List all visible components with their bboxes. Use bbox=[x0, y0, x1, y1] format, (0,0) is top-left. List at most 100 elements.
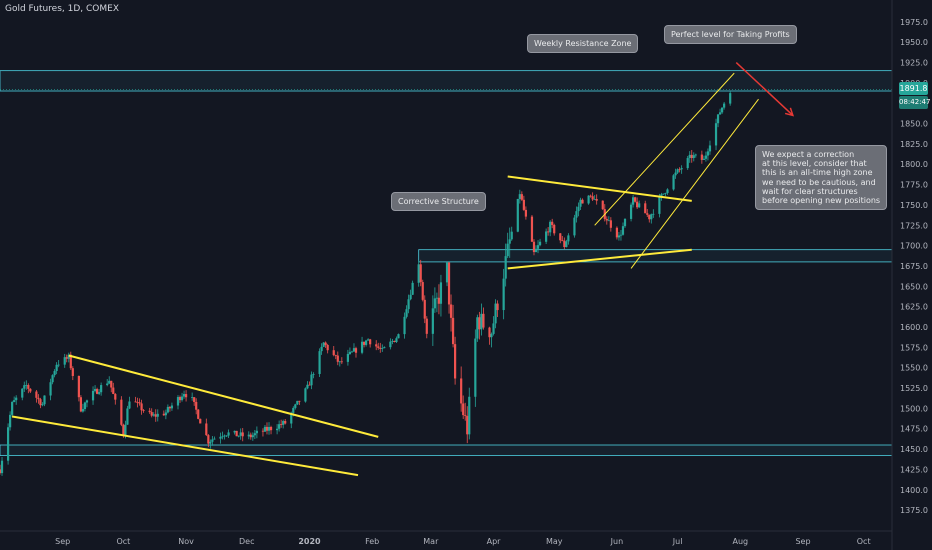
price-tick-label: 1825.0 bbox=[900, 140, 928, 149]
candle-body bbox=[623, 218, 627, 227]
time-tick-label: Sep bbox=[55, 537, 70, 546]
candle-body bbox=[478, 317, 481, 330]
candle-body bbox=[180, 396, 184, 401]
correction-note-callout[interactable]: We expect a correction at this level, co… bbox=[755, 145, 888, 211]
price-tick-label: 1975.0 bbox=[900, 18, 928, 27]
candle-body bbox=[211, 439, 214, 442]
candle-body bbox=[383, 347, 386, 349]
candle-body bbox=[112, 387, 115, 395]
candle-body bbox=[381, 348, 384, 349]
candle-body bbox=[464, 415, 467, 416]
candle-body bbox=[407, 299, 410, 310]
candle-body bbox=[296, 400, 299, 405]
candle-body bbox=[423, 299, 426, 319]
candle-body bbox=[504, 256, 507, 279]
price-tick-label: 1725.0 bbox=[900, 221, 928, 230]
candle-body bbox=[352, 348, 356, 352]
candle-body bbox=[551, 221, 554, 225]
candle-body bbox=[720, 107, 724, 113]
candle-body bbox=[154, 414, 157, 417]
candle-body bbox=[338, 361, 341, 363]
weekly-resistance-callout[interactable]: Weekly Resistance Zone bbox=[527, 34, 639, 54]
price-tick-label: 1425.0 bbox=[900, 465, 928, 474]
price-tick-label: 1800.0 bbox=[900, 160, 928, 169]
candle-body bbox=[567, 235, 570, 242]
candle-body bbox=[466, 415, 469, 435]
candle-body bbox=[182, 394, 186, 397]
candle-body bbox=[686, 158, 689, 169]
candle-body bbox=[575, 211, 578, 218]
candle-body bbox=[223, 435, 226, 437]
time-tick-label: Sep bbox=[795, 537, 810, 546]
candle-body bbox=[138, 402, 141, 404]
candle-body bbox=[25, 385, 28, 386]
candle-body bbox=[126, 408, 129, 425]
candle-body bbox=[114, 394, 117, 400]
candle-body bbox=[49, 382, 52, 396]
candle-body bbox=[431, 308, 434, 334]
candle-body bbox=[389, 341, 392, 348]
candle-body bbox=[433, 298, 436, 309]
candle-body bbox=[417, 264, 420, 283]
candle-body bbox=[134, 401, 137, 403]
trendline bbox=[11, 415, 359, 477]
candle-body bbox=[284, 421, 287, 424]
resistance-zone bbox=[418, 249, 893, 263]
candle-body bbox=[563, 240, 566, 248]
candle-body bbox=[674, 172, 677, 176]
candle-body bbox=[278, 424, 281, 429]
candle-body bbox=[195, 401, 198, 410]
candle-body bbox=[494, 303, 497, 324]
price-tick-label: 1600.0 bbox=[900, 323, 928, 332]
time-tick-label: Jul bbox=[672, 537, 683, 546]
candle-body bbox=[676, 169, 679, 173]
trendline bbox=[594, 72, 735, 226]
candle-body bbox=[581, 199, 584, 204]
candle-body bbox=[348, 351, 352, 354]
candle-body bbox=[723, 103, 726, 108]
take-profits-callout[interactable]: Perfect level for Taking Profits bbox=[664, 25, 797, 45]
candle-body bbox=[15, 397, 18, 401]
candle-body bbox=[85, 400, 89, 403]
price-tick-label: 1450.0 bbox=[900, 445, 928, 454]
candle-body bbox=[280, 424, 283, 425]
candle-body bbox=[492, 323, 495, 334]
candle-body bbox=[591, 196, 594, 200]
candle-body bbox=[193, 397, 196, 402]
corrective-structure-callout[interactable]: Corrective Structure bbox=[391, 192, 486, 212]
candlestick-series bbox=[0, 91, 732, 476]
candle-body bbox=[362, 341, 366, 345]
price-tick-label: 1700.0 bbox=[900, 242, 928, 251]
candle-body bbox=[162, 413, 165, 416]
candle-body bbox=[310, 374, 313, 386]
trendline bbox=[630, 98, 759, 269]
candle-body bbox=[219, 436, 222, 439]
time-tick-label: Feb bbox=[365, 537, 379, 546]
candle-body bbox=[482, 313, 485, 328]
resistance-zone bbox=[0, 70, 893, 92]
candle-body bbox=[508, 239, 511, 244]
price-tick-label: 1850.0 bbox=[900, 120, 928, 129]
candle-body bbox=[11, 402, 14, 415]
candle-body bbox=[490, 333, 493, 338]
candle-body bbox=[334, 355, 337, 356]
candle-body bbox=[607, 220, 610, 222]
candle-body bbox=[170, 405, 174, 409]
candle-body bbox=[660, 194, 663, 198]
candle-body bbox=[516, 198, 519, 232]
candle-body bbox=[589, 195, 592, 197]
candle-body bbox=[636, 201, 639, 208]
candle-body bbox=[336, 355, 339, 362]
candle-body bbox=[65, 357, 68, 359]
candle-body bbox=[678, 169, 681, 171]
trendline bbox=[507, 175, 692, 202]
candle-body bbox=[227, 432, 230, 436]
candle-body bbox=[377, 346, 380, 348]
horizontal-zones bbox=[0, 70, 893, 456]
candle-body bbox=[140, 403, 143, 411]
candle-body bbox=[530, 216, 534, 242]
candle-body bbox=[454, 344, 457, 379]
candle-body bbox=[395, 338, 398, 342]
candle-body bbox=[294, 404, 297, 408]
